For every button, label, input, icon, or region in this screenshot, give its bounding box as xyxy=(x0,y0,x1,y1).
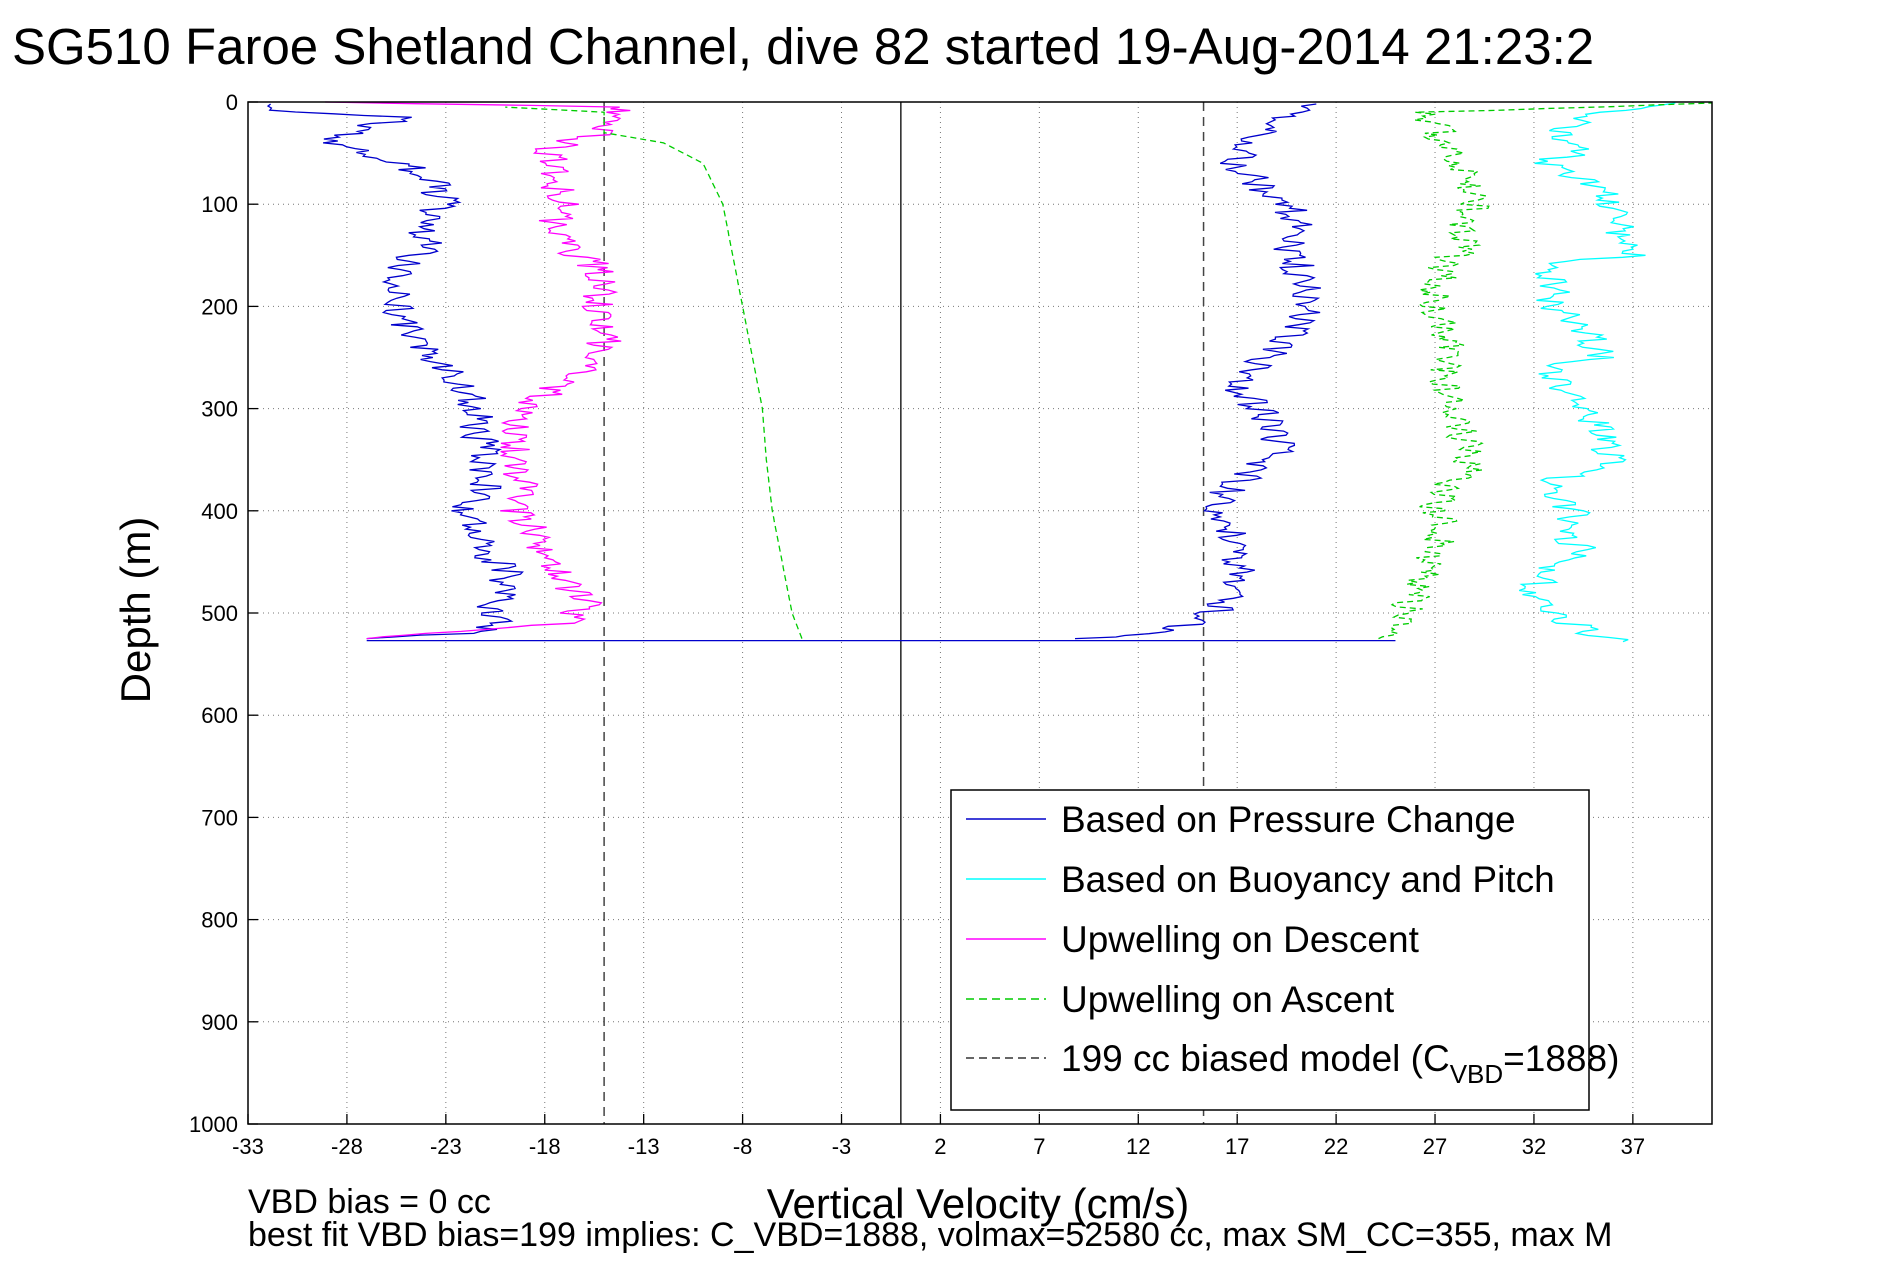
legend-label-pressure: Based on Pressure Change xyxy=(1061,799,1516,840)
y-tick-label: 600 xyxy=(201,703,238,728)
x-tick-label: -13 xyxy=(628,1134,660,1159)
x-tick-label: -28 xyxy=(331,1134,363,1159)
legend-label-buoyancy: Based on Buoyancy and Pitch xyxy=(1061,859,1555,900)
x-tick-label: 7 xyxy=(1033,1134,1045,1159)
y-tick-label: 800 xyxy=(201,908,238,933)
y-tick-label: 900 xyxy=(201,1010,238,1035)
legend-model-tail: =1888) xyxy=(1503,1038,1619,1079)
series-upwelling_descent xyxy=(325,101,631,640)
x-tick-label: -8 xyxy=(733,1134,753,1159)
x-tick-label: 2 xyxy=(934,1134,946,1159)
series-upwelling_ascent_model xyxy=(505,106,803,639)
x-tick-label: -23 xyxy=(430,1134,462,1159)
legend-label-descent: Upwelling on Descent xyxy=(1061,919,1420,960)
y-tick-label: 0 xyxy=(226,90,238,115)
y-axis-label: Depth (m) xyxy=(112,517,159,704)
x-tick-label: 12 xyxy=(1126,1134,1150,1159)
y-tick-label: 400 xyxy=(201,499,238,524)
legend-label-model: 199 cc biased model (CVBD=1888) xyxy=(1061,1038,1619,1089)
series-pressure_descent xyxy=(266,103,524,640)
series-buoyancy_pitch xyxy=(1518,102,1676,643)
x-tick-label: 27 xyxy=(1423,1134,1447,1159)
legend-label-ascent: Upwelling on Ascent xyxy=(1061,979,1395,1020)
x-tick-label: 32 xyxy=(1522,1134,1546,1159)
x-tick-label: 22 xyxy=(1324,1134,1348,1159)
y-axis-ticks: 0 100 200 300 400 500 600 700 800 900 1000 xyxy=(189,90,258,1137)
y-tick-label: 500 xyxy=(201,601,238,626)
x-axis-ticks: -33 -28 -23 -18 -13 -8 -3 2 7 12 17 22 27 32 37 xyxy=(232,1114,1645,1159)
y-tick-label: 1000 xyxy=(189,1112,238,1137)
footer-line-1: VBD bias = 0 cc xyxy=(248,1183,491,1221)
legend-model-subscript: VBD xyxy=(1450,1059,1503,1089)
x-tick-label: -33 xyxy=(232,1134,264,1159)
x-tick-label: 37 xyxy=(1621,1134,1645,1159)
y-tick-label: 100 xyxy=(201,192,238,217)
legend: Based on Pressure Change Based on Buoyan… xyxy=(950,789,1619,1111)
series-pressure_ascent xyxy=(1074,103,1321,640)
footer-line-2: best fit VBD bias=199 implies: C_VBD=188… xyxy=(248,1216,1612,1254)
y-tick-label: 300 xyxy=(201,397,238,422)
legend-box xyxy=(950,789,1590,1111)
series-lines xyxy=(266,101,1713,643)
chart-title: SG510 Faroe Shetland Channel, dive 82 st… xyxy=(12,18,1594,75)
legend-model-main: 199 cc biased model (C xyxy=(1061,1038,1450,1079)
y-tick-label: 200 xyxy=(201,294,238,319)
x-tick-label: -3 xyxy=(832,1134,852,1159)
y-tick-label: 700 xyxy=(201,805,238,830)
series-upwelling_ascent xyxy=(1378,102,1713,640)
x-tick-label: 17 xyxy=(1225,1134,1249,1159)
x-axis-label: Vertical Velocity (cm/s) xyxy=(767,1180,1189,1227)
x-tick-label: -18 xyxy=(529,1134,561,1159)
